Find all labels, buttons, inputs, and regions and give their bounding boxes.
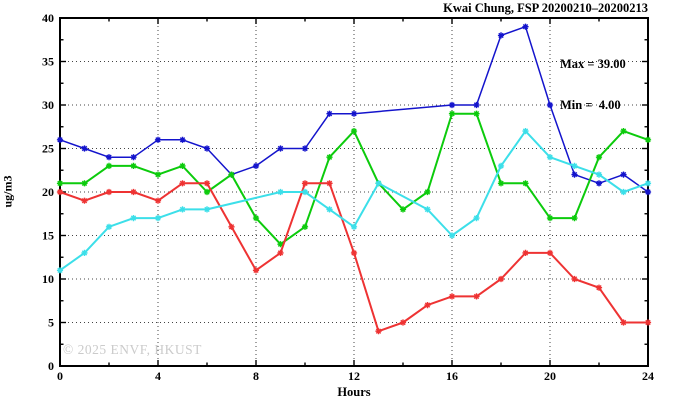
x-tick-label: 4 — [155, 369, 161, 383]
x-tick-label: 20 — [544, 369, 556, 383]
series-red-line — [59, 182, 648, 333]
y-tick-label: 5 — [48, 316, 54, 330]
markers-cyan-line — [56, 128, 652, 274]
series-blue-line — [59, 25, 649, 193]
y-tick-label: 0 — [48, 359, 54, 373]
chart-title: Kwai Chung, FSP 20200210–20200213 — [443, 1, 648, 15]
markers-red-line — [56, 180, 652, 335]
y-tick-label: 25 — [42, 142, 54, 156]
y-tick-label: 20 — [42, 185, 54, 199]
x-tick-label: 16 — [446, 369, 458, 383]
x-tick-label: 24 — [642, 369, 654, 383]
series-cyan-line — [59, 130, 649, 272]
x-tick-label: 0 — [57, 369, 63, 383]
watermark-copyright: © 2025 ENVF, HKUST — [63, 342, 202, 357]
legend-max-line: Max = 39.00 — [560, 57, 626, 71]
x-tick-label: 8 — [253, 369, 259, 383]
y-tick-label: 35 — [42, 55, 54, 69]
x-tick-label: 12 — [348, 369, 360, 383]
y-tick-label: 30 — [42, 98, 54, 112]
y-tick-label: 40 — [42, 11, 54, 25]
legend-min-line: Min = 4.00 — [560, 97, 621, 112]
legend-box: Max = 39.00 Min = 4.00 — [560, 31, 626, 139]
y-axis-label: ug/m3 — [0, 175, 15, 208]
x-axis-label: Hours — [337, 385, 371, 399]
y-tick-label: 10 — [42, 272, 54, 286]
y-tick-label: 15 — [42, 229, 54, 243]
